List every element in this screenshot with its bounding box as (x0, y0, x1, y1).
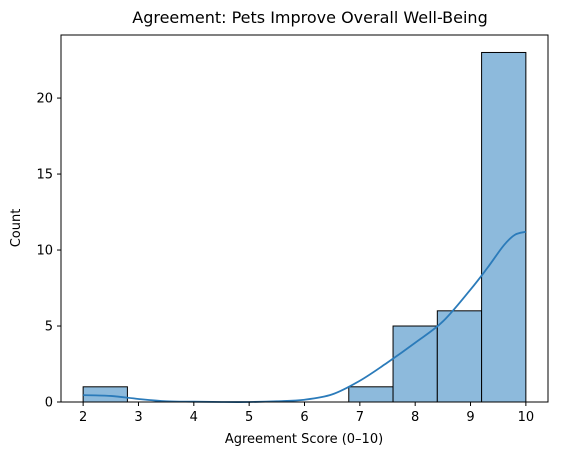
x-tick-label: 6 (300, 410, 308, 425)
bars-group (82, 51, 527, 403)
x-tick-label: 10 (518, 410, 535, 425)
x-tick-label: 2 (79, 410, 87, 425)
y-tick-label: 20 (36, 92, 53, 107)
y-axis-label: Count (9, 209, 24, 248)
y-tick-label: 10 (36, 244, 53, 259)
histogram-bar (348, 386, 394, 403)
histogram-bar (481, 51, 527, 403)
histogram-bar (436, 310, 483, 403)
chart-title: Agreement: Pets Improve Overall Well-Bei… (132, 8, 487, 27)
histogram-bar (392, 325, 438, 403)
y-tick-label: 5 (45, 320, 53, 335)
y-tick-label: 15 (36, 168, 53, 183)
x-tick-label: 5 (245, 410, 253, 425)
x-axis-ticks: 2 3 4 5 6 7 8 9 10 (79, 402, 534, 425)
y-tick-label: 0 (45, 396, 53, 411)
x-tick-label: 7 (356, 410, 364, 425)
x-tick-label: 9 (466, 410, 474, 425)
x-tick-label: 8 (411, 410, 419, 425)
y-axis-ticks: 0 5 10 15 20 (36, 92, 61, 411)
x-tick-label: 4 (190, 410, 198, 425)
kde-line (83, 230, 527, 403)
x-tick-label: 3 (134, 410, 142, 425)
x-axis-label: Agreement Score (0–10) (225, 432, 383, 447)
